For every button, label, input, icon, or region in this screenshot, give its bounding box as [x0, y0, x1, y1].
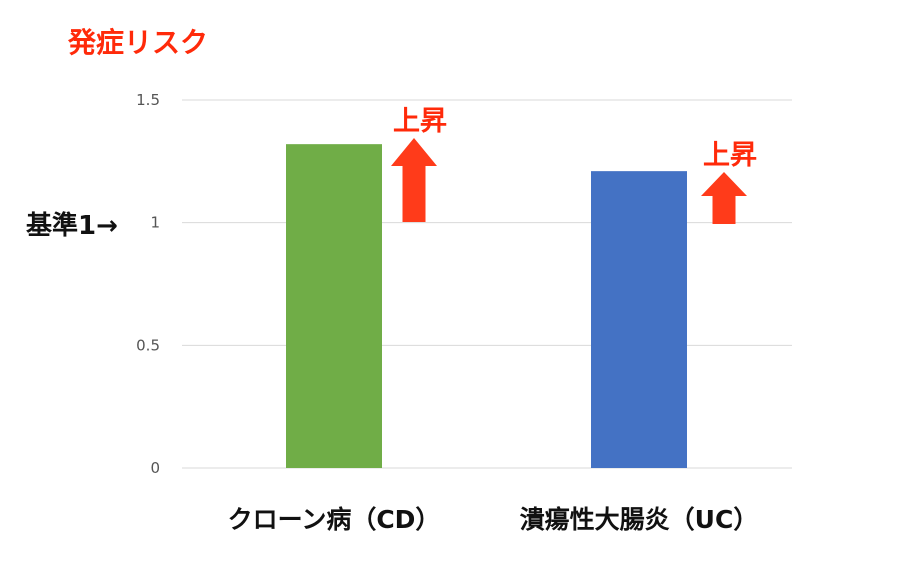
y-tick-labels: 0 0.5 1 1.5 — [136, 91, 160, 477]
baseline-annotation: 基準1→ — [26, 210, 118, 241]
y-tick-label: 1 — [150, 214, 160, 232]
category-labels: クローン病（CD） 潰瘍性大腸炎（UC） — [228, 505, 759, 534]
y-tick-label: 1.5 — [136, 91, 160, 109]
bar — [591, 171, 687, 468]
up-arrow-icon — [391, 138, 437, 222]
bars — [286, 144, 687, 468]
rise-label: 上昇 — [393, 106, 447, 137]
chart-title: 発症リスク — [67, 26, 208, 59]
gridlines — [182, 99, 792, 469]
up-arrow-icon — [701, 172, 747, 224]
y-tick-label: 0 — [150, 459, 160, 477]
category-label: 潰瘍性大腸炎（UC） — [520, 505, 759, 534]
category-label: クローン病（CD） — [228, 505, 441, 534]
rise-label: 上昇 — [703, 140, 757, 171]
y-tick-label: 0.5 — [136, 336, 160, 354]
bar — [286, 144, 382, 468]
